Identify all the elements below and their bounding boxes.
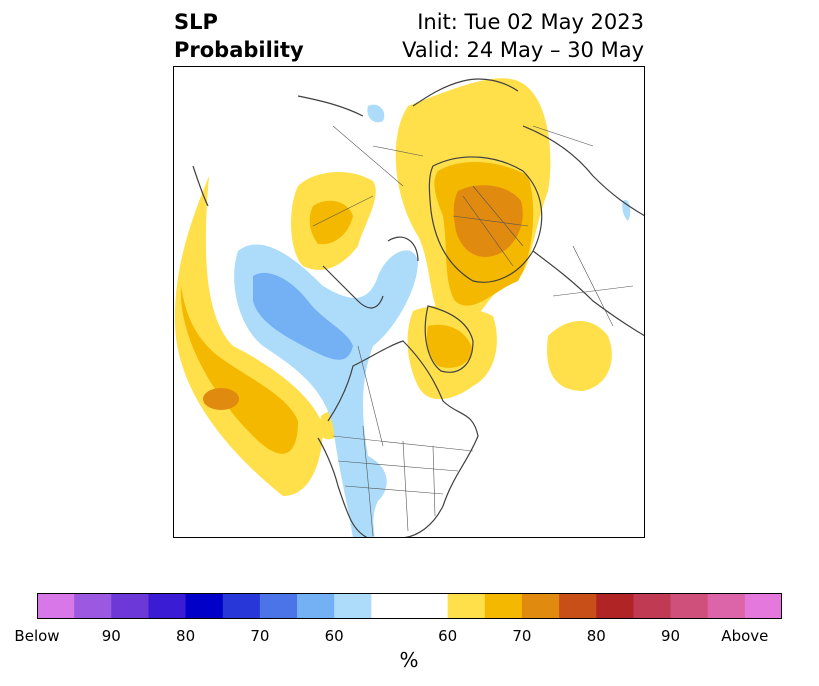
colorbar-segment bbox=[259, 593, 298, 619]
above-normal-areas bbox=[174, 78, 612, 496]
colorbar-tick-label: 60 bbox=[438, 627, 458, 645]
colorbar-tick-label: 90 bbox=[661, 627, 681, 645]
colorbar-segment bbox=[559, 593, 597, 619]
colorbar-segment bbox=[222, 593, 261, 619]
colorbar-unit-label: % bbox=[399, 648, 419, 672]
colorbar-border bbox=[37, 593, 782, 619]
colorbar-segment bbox=[37, 593, 75, 619]
colorbar-segment bbox=[596, 593, 634, 619]
colorbar-segment bbox=[334, 593, 372, 619]
colorbar-segment bbox=[521, 593, 560, 619]
valid-range: Valid: 24 May – 30 May bbox=[402, 38, 644, 62]
colorbar-tick-label: 80 bbox=[176, 627, 196, 645]
colorbar bbox=[37, 593, 782, 619]
colorbar-tick-label: 70 bbox=[512, 627, 532, 645]
chart-title-left: SLP Probability bbox=[174, 8, 304, 64]
colorbar-segment bbox=[74, 593, 112, 619]
colorbar-tick-label: 90 bbox=[101, 627, 121, 645]
colorbar-segment bbox=[371, 593, 449, 619]
colorbar-segment bbox=[148, 593, 187, 619]
below-normal-areas bbox=[234, 104, 631, 538]
colorbar-segment bbox=[484, 593, 523, 619]
product-title: Probability bbox=[174, 38, 304, 62]
colorbar-segment bbox=[447, 593, 486, 619]
political-borders bbox=[312, 125, 634, 537]
colorbar-tick-label: Below bbox=[14, 627, 60, 645]
colorbar-segment bbox=[633, 593, 672, 619]
colorbar-segment bbox=[297, 593, 335, 619]
colorbar-tick-label: 70 bbox=[250, 627, 270, 645]
chart-title-right: Init: Tue 02 May 2023 Valid: 24 May – 30… bbox=[402, 8, 644, 64]
probability-map bbox=[173, 66, 645, 538]
colorbar-tick-label: 80 bbox=[586, 627, 606, 645]
variable-title: SLP bbox=[174, 10, 218, 34]
map-border bbox=[173, 66, 645, 538]
colorbar-tick-label: 60 bbox=[324, 627, 344, 645]
colorbar-tick-label: Above bbox=[721, 627, 769, 645]
colorbar-segment bbox=[185, 593, 224, 619]
colorbar-segment bbox=[670, 593, 709, 619]
coastlines bbox=[192, 78, 645, 538]
init-date: Init: Tue 02 May 2023 bbox=[417, 10, 644, 34]
colorbar-segment bbox=[707, 593, 746, 619]
colorbar-segment bbox=[111, 593, 149, 619]
colorbar-segment bbox=[744, 593, 782, 619]
